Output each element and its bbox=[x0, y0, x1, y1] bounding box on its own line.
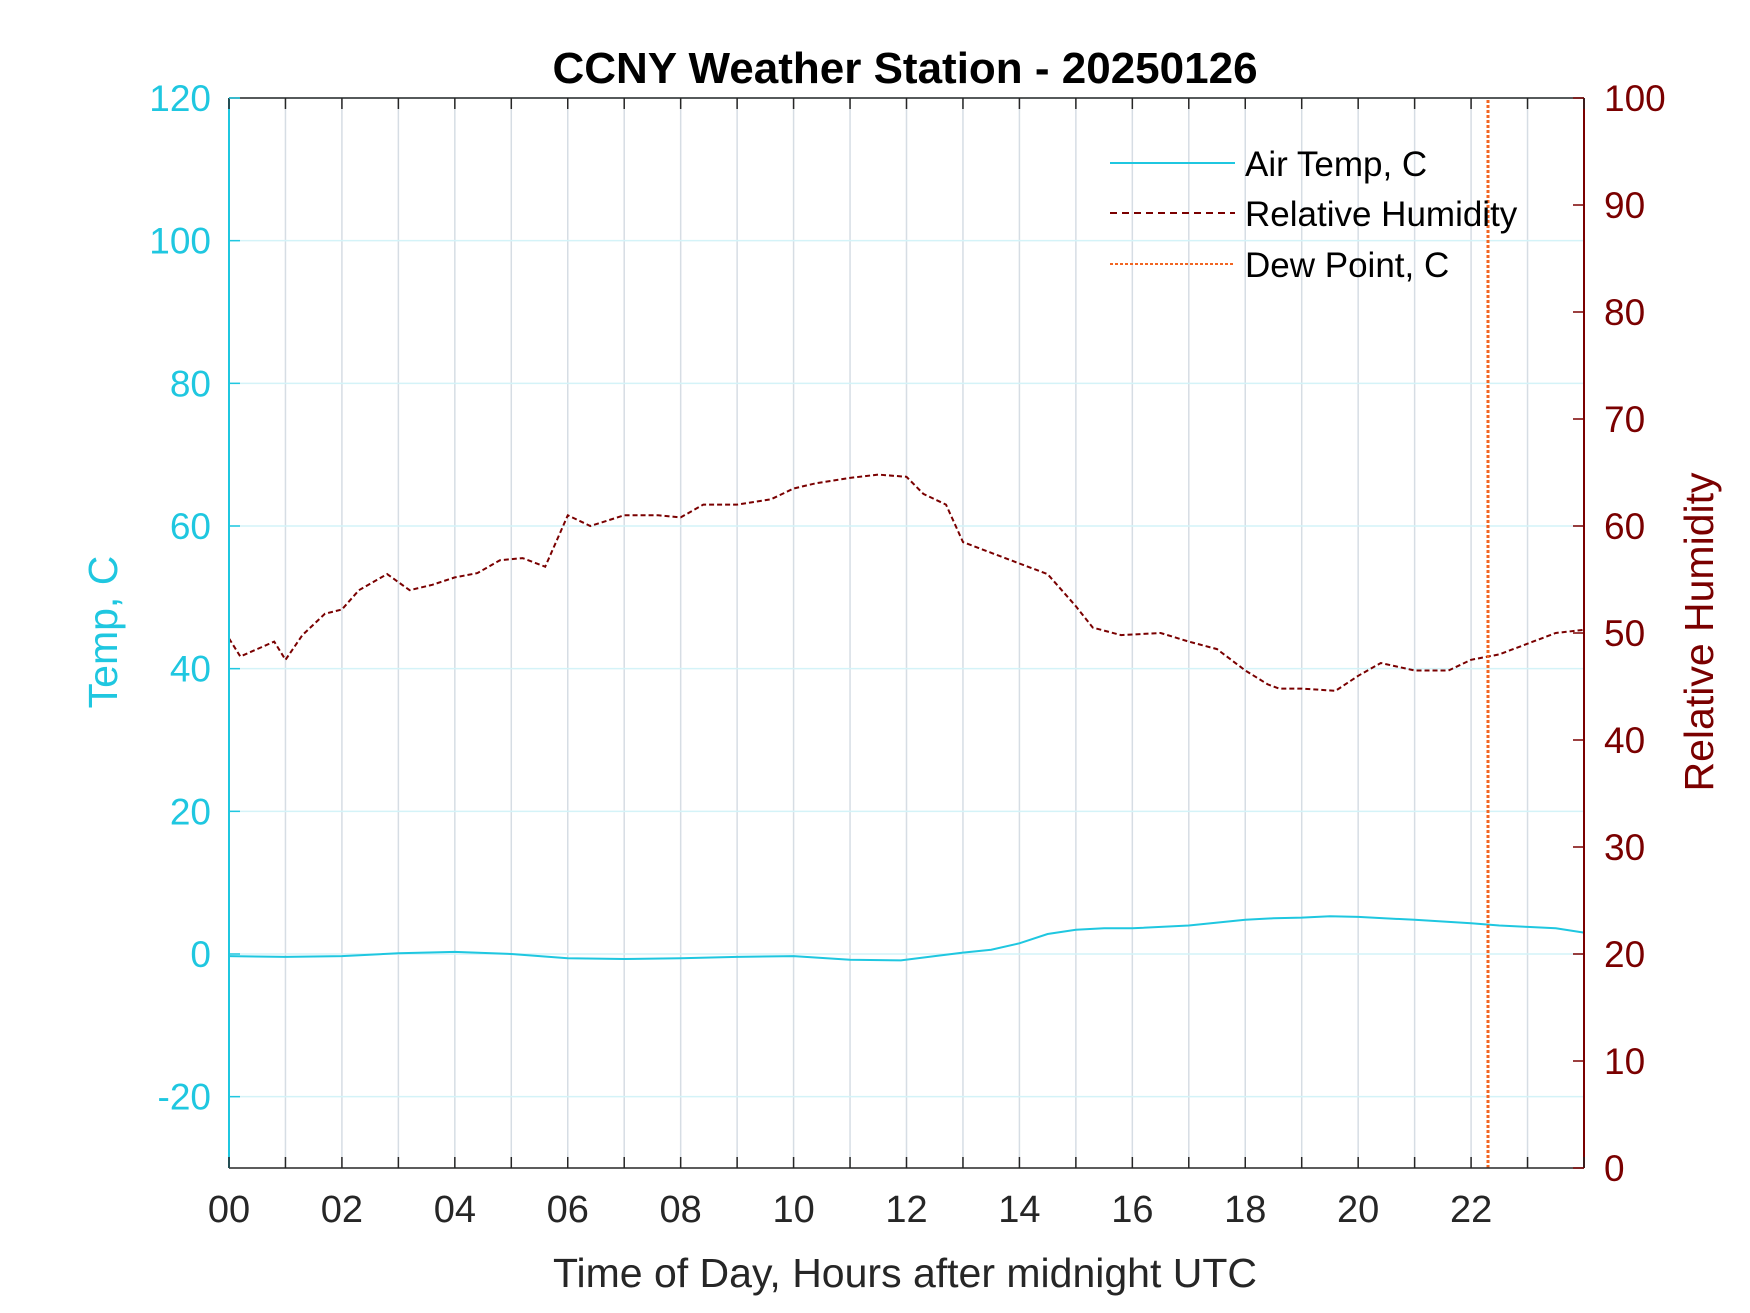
y-right-tick-label: 70 bbox=[1604, 399, 1645, 440]
chart-title: CCNY Weather Station - 20250126 bbox=[552, 44, 1257, 93]
y-right-tick-label: 20 bbox=[1604, 934, 1645, 975]
legend-label-humidity: Relative Humidity bbox=[1245, 195, 1518, 234]
y-left-tick-label: 20 bbox=[170, 791, 211, 832]
y-right-tick-label: 90 bbox=[1604, 185, 1645, 226]
y-left-tick-label: 100 bbox=[149, 221, 211, 262]
x-tick-label: 20 bbox=[1337, 1189, 1379, 1231]
legend-label-air-temp: Air Temp, C bbox=[1245, 145, 1427, 184]
y-left-tick-label: 40 bbox=[170, 649, 211, 690]
x-tick-label: 14 bbox=[998, 1189, 1040, 1231]
x-tick-label: 08 bbox=[660, 1189, 702, 1231]
x-tick-label: 06 bbox=[547, 1189, 589, 1231]
x-tick-label: 00 bbox=[208, 1189, 250, 1231]
series-line-air-temp bbox=[228, 915, 1585, 962]
y-axis-right-label: Relative Humidity bbox=[1676, 472, 1722, 791]
y-left-tick-label: -20 bbox=[158, 1077, 211, 1118]
tick-labels: 00 02 04 06 08 10 12 14 16 18 20 22-200204060801001… bbox=[149, 78, 1665, 1231]
y-left-tick-label: 60 bbox=[170, 506, 211, 547]
y-right-tick-label: 100 bbox=[1604, 78, 1666, 119]
y-right-tick-label: 10 bbox=[1604, 1041, 1645, 1082]
y-right-tick-label: 50 bbox=[1604, 613, 1645, 654]
x-tick-label: 02 bbox=[321, 1189, 363, 1231]
y-right-tick-label: 30 bbox=[1604, 827, 1645, 868]
legend-label-dew-point: Dew Point, C bbox=[1245, 246, 1449, 285]
y-right-tick-label: 60 bbox=[1604, 506, 1645, 547]
y-left-tick-label: 120 bbox=[149, 78, 211, 119]
x-tick-label: 04 bbox=[434, 1189, 476, 1231]
series-line-humidity bbox=[228, 473, 1585, 692]
y-axis-left-label: Temp, C bbox=[80, 556, 126, 709]
legend: Air Temp, C Relative Humidity Dew Point,… bbox=[1110, 145, 1518, 285]
y-right-tick-label: 40 bbox=[1604, 720, 1645, 761]
x-tick-label: 16 bbox=[1111, 1189, 1153, 1231]
y-right-tick-label: 0 bbox=[1604, 1148, 1625, 1189]
y-right-tick-label: 80 bbox=[1604, 292, 1645, 333]
y-left-tick-label: 80 bbox=[170, 363, 211, 404]
x-tick-label: 12 bbox=[885, 1189, 927, 1231]
series-layer bbox=[228, 98, 1585, 1168]
x-axis-label: Time of Day, Hours after midnight UTC bbox=[553, 1250, 1257, 1296]
x-tick-label: 18 bbox=[1224, 1189, 1266, 1231]
axes bbox=[228, 97, 1585, 1169]
grid bbox=[229, 97, 1584, 1168]
y-left-tick-label: 0 bbox=[190, 934, 211, 975]
x-tick-label: 10 bbox=[772, 1189, 814, 1231]
x-tick-label: 22 bbox=[1450, 1189, 1492, 1231]
